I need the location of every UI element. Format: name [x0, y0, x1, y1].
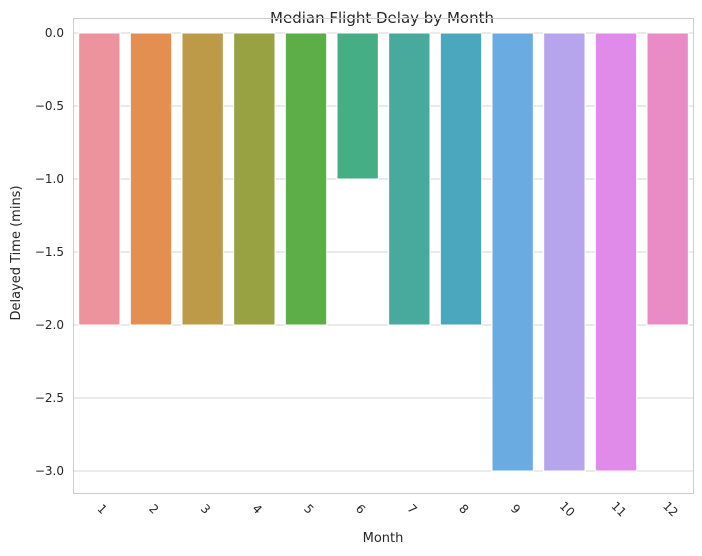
y-tick-labels: 0.0 −0.5 −1.0 −1.5 −2.0 −2.5 −3.0 — [35, 26, 64, 478]
x-tick-label: 1 — [95, 502, 110, 517]
y-tick-label: −2.5 — [35, 391, 64, 405]
bar-month-8 — [439, 32, 483, 326]
y-tick-label: −1.0 — [35, 172, 64, 186]
x-tick-label: 7 — [405, 502, 420, 517]
y-tick-label: −1.5 — [35, 245, 64, 259]
y-gridlines — [73, 32, 694, 472]
bar-month-12 — [646, 32, 689, 326]
y-tick-label: −3.0 — [35, 464, 64, 478]
bar-month-4 — [233, 32, 276, 326]
x-tick-label: 3 — [198, 502, 213, 517]
bar-month-11 — [594, 32, 638, 472]
x-tick-label: 9 — [508, 502, 523, 517]
y-tick-label: −2.0 — [35, 318, 64, 332]
bar-month-10 — [543, 32, 586, 472]
y-tick-label: 0.0 — [45, 26, 64, 40]
x-tick-label: 12 — [660, 499, 681, 520]
x-tick-label: 6 — [353, 502, 368, 517]
x-tick-label: 5 — [301, 502, 316, 517]
y-tick-label: −0.5 — [35, 99, 64, 113]
bar-month-9 — [491, 32, 534, 472]
bars — [78, 32, 689, 472]
x-tick-label: 8 — [456, 502, 471, 517]
x-tick-label: 4 — [250, 502, 265, 517]
bar-month-3 — [181, 32, 224, 326]
x-tick-label: 11 — [608, 499, 629, 520]
bar-month-1 — [78, 32, 121, 326]
x-tick-labels: 1 2 3 4 5 6 7 8 9 10 11 12 — [95, 499, 681, 520]
bar-month-6 — [336, 32, 379, 180]
bar-month-2 — [129, 32, 173, 326]
bar-month-5 — [284, 32, 328, 326]
x-tick-label: 2 — [146, 502, 161, 517]
bar-month-7 — [388, 32, 431, 326]
x-axis-label: Month — [363, 531, 404, 546]
y-axis-label: Delayed Time (mins) — [9, 185, 24, 320]
plot-frame — [73, 18, 694, 494]
x-tick-label: 10 — [557, 499, 578, 520]
